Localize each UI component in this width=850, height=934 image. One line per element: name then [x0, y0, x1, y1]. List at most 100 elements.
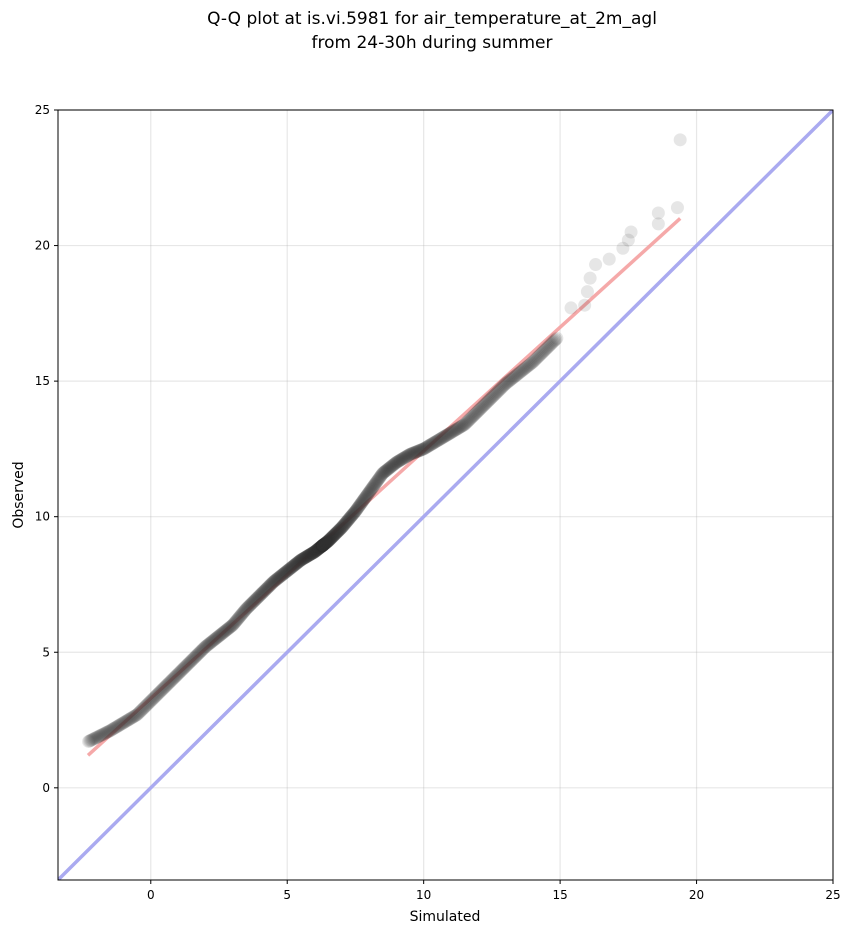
qq-point — [548, 333, 562, 347]
qq-point — [177, 661, 191, 675]
x-tick-label: 25 — [825, 888, 840, 902]
qq-point — [474, 401, 488, 415]
qq-point — [87, 732, 101, 746]
qq-point — [319, 536, 333, 550]
qq-point — [298, 551, 312, 565]
qq-point — [394, 453, 408, 467]
qq-point — [346, 508, 360, 522]
qq-point — [288, 558, 302, 572]
qq-point — [355, 495, 369, 509]
qq-point — [421, 440, 435, 454]
qq-point — [154, 684, 168, 698]
y-axis-label: Observed — [11, 461, 27, 528]
qq-point — [85, 733, 99, 747]
qq-point — [396, 452, 410, 466]
qq-point — [495, 381, 509, 395]
qq-point — [302, 548, 316, 562]
qq-point — [143, 694, 157, 708]
qq-point — [140, 698, 154, 712]
qq-point — [531, 350, 545, 364]
qq-point — [308, 545, 322, 559]
qq-point — [224, 619, 238, 633]
qq-point — [371, 473, 385, 487]
qq-point — [116, 716, 130, 730]
qq-point — [539, 342, 553, 356]
qq-point — [496, 380, 510, 394]
qq-point — [258, 583, 272, 597]
qq-point — [305, 547, 319, 561]
qq-point — [107, 722, 121, 736]
qq-point — [274, 569, 288, 583]
qq-point — [466, 410, 480, 424]
qq-point — [102, 725, 116, 739]
qq-point — [324, 531, 338, 545]
qq-point — [123, 712, 137, 726]
qq-point — [221, 622, 235, 636]
qq-point — [434, 432, 448, 446]
qq-point — [440, 428, 454, 442]
qq-point — [270, 572, 284, 586]
qq-point — [381, 462, 395, 476]
qq-point — [362, 485, 376, 499]
qq-point — [267, 574, 281, 588]
qq-point — [497, 379, 511, 393]
qq-point — [345, 509, 359, 523]
qq-point — [236, 606, 250, 620]
qq-point — [459, 416, 473, 430]
qq-point — [163, 675, 177, 689]
qq-point — [341, 513, 355, 527]
qq-point — [471, 404, 485, 418]
qq-point — [378, 464, 392, 478]
fit-line — [86, 217, 682, 757]
qq-point — [284, 561, 298, 575]
qq-point — [159, 679, 173, 693]
qq-point — [121, 713, 135, 727]
qq-point — [358, 491, 372, 505]
qq-point — [309, 544, 323, 558]
qq-point — [308, 545, 322, 559]
qq-point — [425, 437, 439, 451]
qq-point — [141, 697, 155, 711]
qq-point — [305, 546, 319, 560]
qq-point — [313, 540, 327, 554]
qq-point — [212, 629, 226, 643]
qq-point — [288, 558, 302, 572]
qq-point — [314, 540, 328, 554]
qq-point — [564, 301, 578, 315]
qq-point — [317, 538, 331, 552]
qq-point — [302, 548, 316, 562]
qq-point — [410, 445, 424, 459]
qq-point — [546, 336, 560, 350]
qq-point — [177, 662, 191, 676]
qq-point — [670, 201, 684, 215]
qq-point — [340, 515, 354, 529]
qq-point — [172, 666, 186, 680]
qq-point — [157, 681, 171, 695]
qq-point — [525, 356, 539, 370]
qq-point — [303, 548, 317, 562]
qq-point — [326, 530, 340, 544]
qq-point — [300, 549, 314, 563]
qq-point — [307, 545, 321, 559]
qq-point — [518, 362, 532, 376]
qq-point — [376, 466, 390, 480]
qq-point — [310, 543, 324, 557]
qq-point — [229, 615, 243, 629]
qq-point — [318, 537, 332, 551]
qq-point — [292, 554, 306, 568]
qq-point — [246, 595, 260, 609]
qq-point — [504, 372, 518, 386]
qq-point — [449, 423, 463, 437]
qq-point — [651, 217, 665, 231]
qq-point — [189, 649, 203, 663]
qq-point — [345, 508, 359, 522]
qq-point — [407, 446, 421, 460]
y-tick-label: 20 — [35, 239, 50, 253]
qq-point — [547, 334, 561, 348]
qq-point — [317, 537, 331, 551]
qq-point — [368, 477, 382, 491]
qq-point — [326, 529, 340, 543]
qq-point — [298, 550, 312, 564]
qq-point — [316, 538, 330, 552]
qq-point — [361, 487, 375, 501]
